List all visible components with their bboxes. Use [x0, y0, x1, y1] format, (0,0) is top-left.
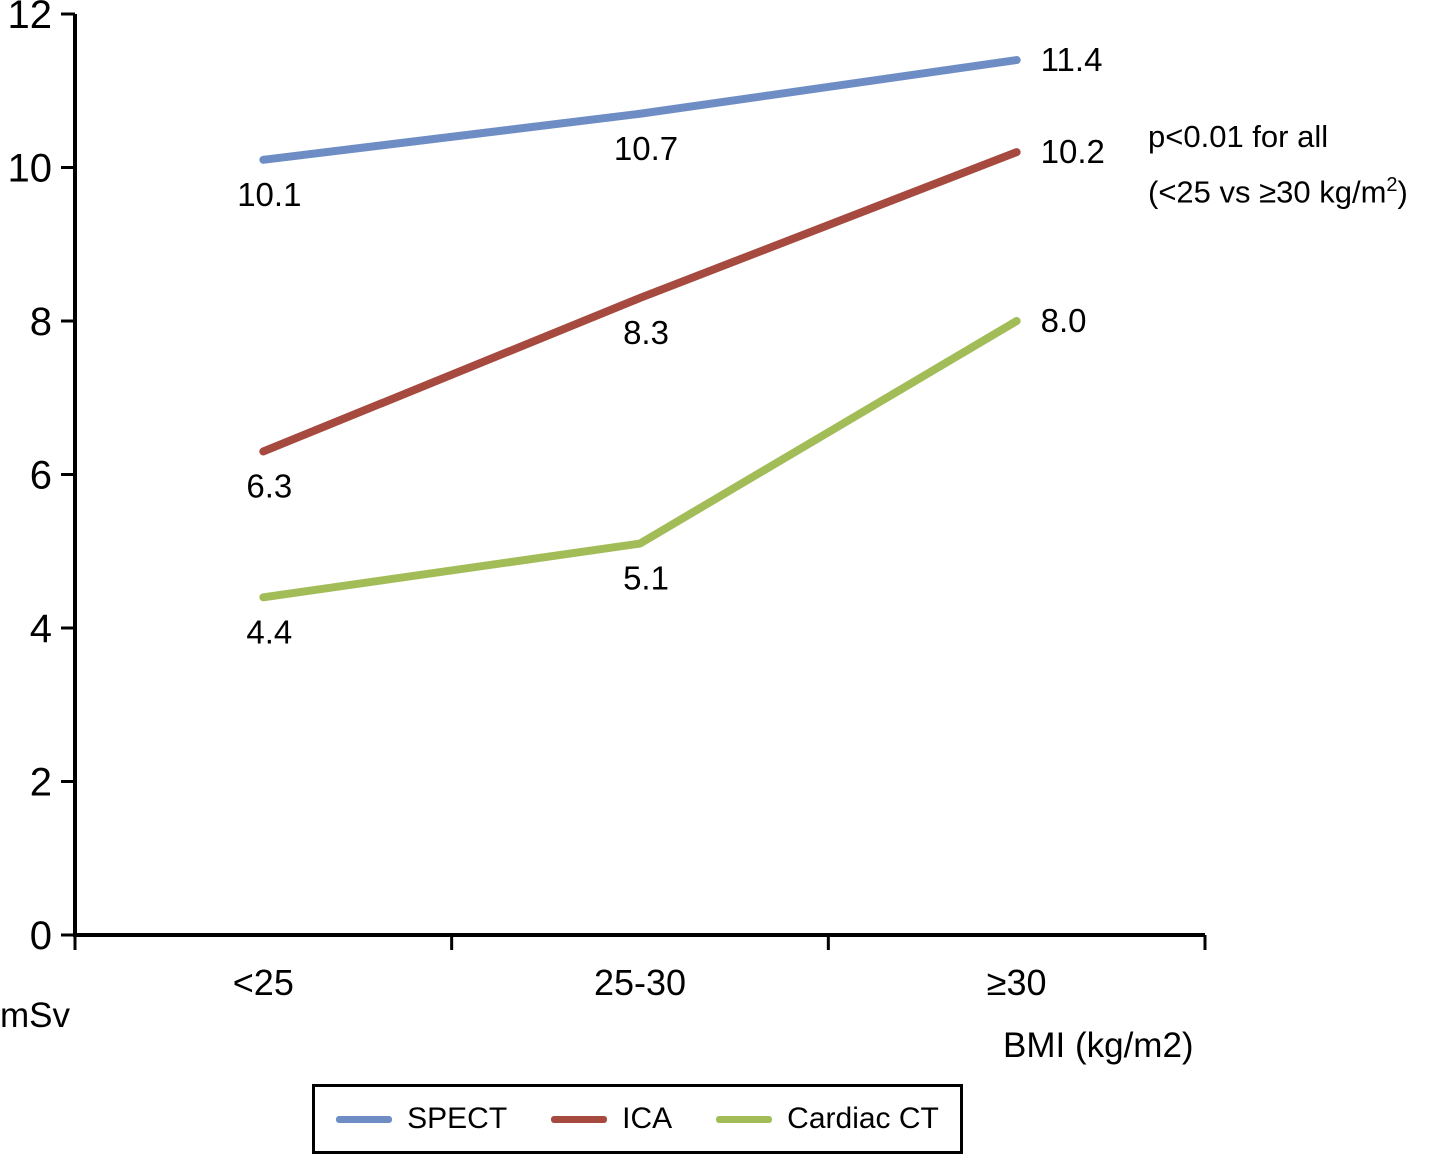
y-tick-label: 0: [30, 914, 52, 958]
series-line-ica: [259, 148, 1021, 456]
point-label: 8.0: [1041, 302, 1087, 339]
legend-label-cardiac-ct: Cardiac CT: [787, 1102, 939, 1135]
significance-annotation: p<0.01 for all (<25 vs ≥30 kg/m2): [1148, 112, 1408, 216]
legend-item-ica: ICA: [551, 1102, 672, 1136]
series-line-spect: [259, 56, 1021, 164]
x-category-label: 25-30: [594, 962, 686, 1003]
y-tick-label: 12: [8, 0, 53, 37]
legend-item-spect: SPECT: [336, 1102, 507, 1136]
legend-item-cardiac-ct: Cardiac CT: [716, 1102, 939, 1136]
y-tick-label: 4: [30, 607, 52, 651]
point-label: 4.4: [246, 613, 292, 650]
point-label: 10.2: [1041, 133, 1105, 170]
x-category-label: ≥30: [987, 962, 1047, 1003]
annotation-line-2: (<25 vs ≥30 kg/m2): [1148, 174, 1408, 210]
legend-label-ica: ICA: [622, 1102, 673, 1135]
x-category-label: <25: [233, 962, 294, 1003]
point-label: 11.4: [1041, 41, 1103, 78]
y-axis-unit-label: mSv: [0, 996, 70, 1035]
x-axis-label: BMI (kg/m2): [1003, 1026, 1194, 1065]
annotation-line-1: p<0.01 for all: [1148, 119, 1329, 154]
y-tick-label: 6: [30, 454, 52, 498]
y-tick-label: 2: [30, 761, 52, 805]
y-tick-label: 10: [8, 147, 53, 191]
series-line-cardiac-ct: [259, 317, 1021, 602]
point-label: 8.3: [623, 314, 669, 351]
point-label: 10.1: [237, 176, 301, 213]
point-label: 10.7: [614, 130, 678, 167]
ica-line-swatch: [551, 1115, 608, 1123]
point-label: 6.3: [246, 467, 292, 504]
y-tick-label: 8: [30, 300, 52, 344]
point-label: 5.1: [623, 560, 669, 597]
legend: SPECT ICA Cardiac CT: [312, 1084, 963, 1154]
cardiac-ct-line-swatch: [716, 1115, 773, 1123]
spect-line-swatch: [336, 1115, 393, 1123]
legend-label-spect: SPECT: [407, 1102, 508, 1135]
